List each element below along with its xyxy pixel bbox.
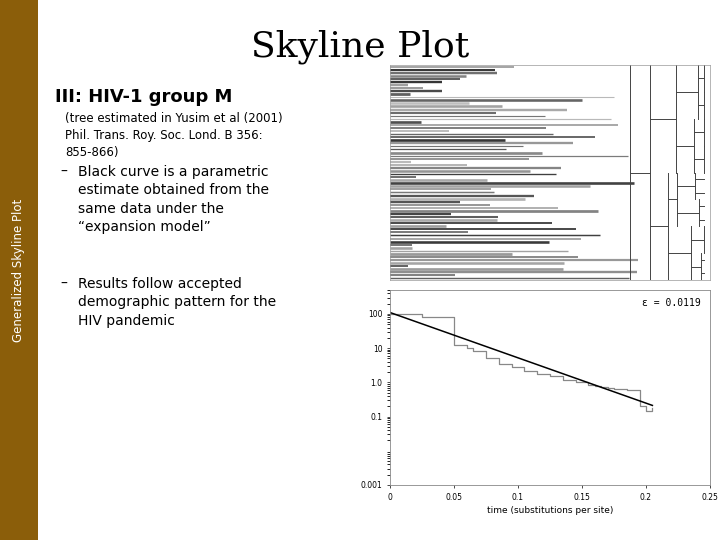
Text: Generalized Skyline Plot: Generalized Skyline Plot <box>12 198 25 342</box>
Text: ε = 0.0119: ε = 0.0119 <box>642 298 701 308</box>
Text: –: – <box>60 277 67 291</box>
Text: –: – <box>60 165 67 179</box>
Text: (tree estimated in Yusim et al (2001)
Phil. Trans. Roy. Soc. Lond. B 356:
855-86: (tree estimated in Yusim et al (2001) Ph… <box>65 112 283 159</box>
Text: III: HIV-1 group M: III: HIV-1 group M <box>55 88 233 106</box>
Text: Skyline Plot: Skyline Plot <box>251 30 469 64</box>
X-axis label: time (substitutions per site): time (substitutions per site) <box>487 506 613 515</box>
Text: Black curve is a parametric
estimate obtained from the
same data under the
“expa: Black curve is a parametric estimate obt… <box>78 165 269 234</box>
Text: Results follow accepted
demographic pattern for the
HIV pandemic: Results follow accepted demographic patt… <box>78 277 276 328</box>
